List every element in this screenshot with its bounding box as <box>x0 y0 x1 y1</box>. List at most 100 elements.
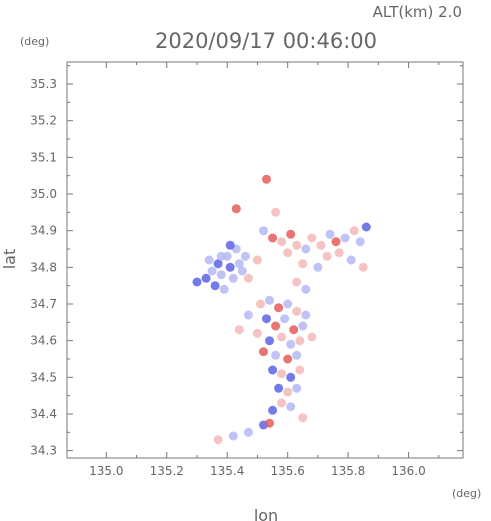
data-point <box>225 262 235 272</box>
data-point <box>225 240 235 250</box>
series-group <box>231 174 371 294</box>
data-point <box>277 398 287 408</box>
data-point <box>298 321 308 331</box>
data-point <box>358 262 368 272</box>
y-tick-label: 35.3 <box>30 77 57 91</box>
y-tick-label: 34.4 <box>30 407 57 421</box>
x-tick-label: 135.2 <box>150 464 184 478</box>
chart-title: 2020/09/17 00:46:00 <box>155 29 377 53</box>
data-point <box>231 204 241 214</box>
data-point <box>286 339 296 349</box>
data-point <box>271 207 281 217</box>
data-point <box>243 427 253 437</box>
data-point <box>316 240 326 250</box>
data-point <box>213 435 223 445</box>
data-point <box>355 237 365 247</box>
data-point <box>243 273 253 283</box>
data-point <box>292 350 302 360</box>
data-point <box>216 270 226 280</box>
data-point <box>286 402 296 412</box>
y-unit-label: (deg) <box>20 35 49 48</box>
x-tick-label: 135.4 <box>210 464 244 478</box>
data-point <box>265 336 274 346</box>
data-point <box>256 299 265 309</box>
axis-ticks: 135.0 135.2 135.4 135.6 135.8 136.0 34.3 34.4 34… <box>30 62 463 478</box>
data-point <box>219 284 229 294</box>
data-point <box>301 284 311 294</box>
altitude-label: ALT(km) 2.0 <box>373 3 462 21</box>
data-point <box>204 255 214 265</box>
data-point <box>283 387 293 397</box>
data-point <box>252 328 262 338</box>
data-point <box>307 233 317 243</box>
data-point <box>325 229 335 239</box>
data-point <box>301 310 311 320</box>
data-point <box>277 369 287 379</box>
data-point <box>322 251 332 261</box>
data-point <box>262 314 271 324</box>
data-point <box>277 237 287 247</box>
data-point <box>234 325 244 335</box>
y-tick-label: 34.3 <box>30 444 57 458</box>
data-point <box>234 259 244 269</box>
data-point <box>331 237 341 247</box>
y-tick-label: 34.9 <box>30 224 57 238</box>
data-point <box>292 306 302 316</box>
data-point <box>289 325 299 335</box>
data-point <box>265 295 274 305</box>
y-tick-label: 34.7 <box>30 297 57 311</box>
data-point <box>298 413 308 423</box>
x-axis-label: lon <box>254 506 278 521</box>
data-point <box>292 277 302 287</box>
data-point <box>274 383 284 393</box>
data-point <box>243 310 253 320</box>
y-tick-label: 35.0 <box>30 187 57 201</box>
data-point <box>349 226 359 236</box>
series-group <box>192 240 253 294</box>
y-tick-label: 34.6 <box>30 334 57 348</box>
data-point <box>277 332 287 342</box>
data-point <box>201 273 211 283</box>
data-point <box>301 244 311 254</box>
data-point <box>265 418 274 428</box>
x-tick-label: 135.8 <box>331 464 365 478</box>
data-point <box>240 251 250 261</box>
data-point <box>268 365 278 375</box>
y-tick-label: 34.8 <box>30 260 57 274</box>
data-point <box>259 226 268 236</box>
data-point <box>298 259 308 269</box>
data-point <box>292 240 302 250</box>
y-tick-label: 34.5 <box>30 370 57 384</box>
data-point <box>280 314 290 324</box>
data-point <box>228 431 238 441</box>
y-tick-label: 35.1 <box>30 150 57 164</box>
series-group <box>213 295 317 445</box>
data-point <box>268 405 278 415</box>
data-point <box>346 255 356 265</box>
data-point <box>259 347 268 357</box>
data-point <box>292 383 302 393</box>
y-tick-label: 35.2 <box>30 114 57 128</box>
data-point <box>274 303 284 313</box>
data-point <box>210 281 220 291</box>
data-points <box>192 174 371 445</box>
data-point <box>252 255 262 265</box>
data-point <box>216 251 226 261</box>
data-point <box>271 350 281 360</box>
data-point <box>228 273 238 283</box>
data-point <box>361 222 371 232</box>
x-unit-label: (deg) <box>452 487 481 500</box>
x-tick-label: 136.0 <box>391 464 425 478</box>
y-axis-label: lat <box>0 249 19 270</box>
data-point <box>340 233 350 243</box>
x-tick-label: 135.6 <box>270 464 304 478</box>
data-point <box>207 266 217 276</box>
data-point <box>283 299 293 309</box>
data-point <box>313 262 323 272</box>
data-point <box>192 277 202 287</box>
x-tick-label: 135.0 <box>89 464 123 478</box>
data-point <box>286 372 296 382</box>
data-point <box>286 229 296 239</box>
data-point <box>334 248 344 258</box>
